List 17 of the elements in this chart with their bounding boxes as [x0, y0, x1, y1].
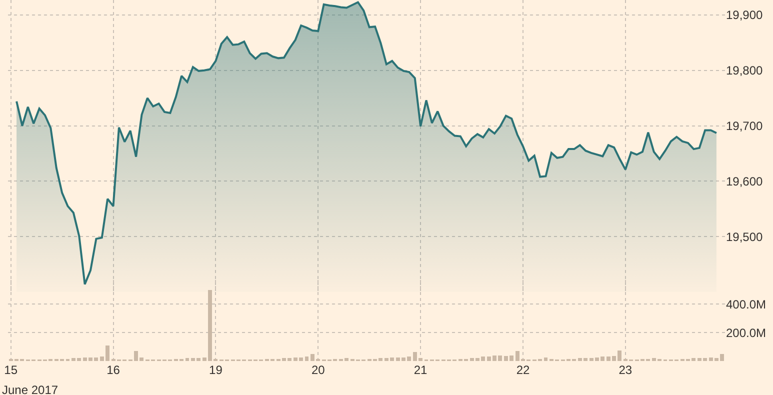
x-tick-label: 15 — [4, 363, 18, 377]
y-tick-label: 19,600 — [726, 174, 764, 188]
x-axis-title: June 2017 — [2, 383, 58, 395]
y-tick-label: 200.0M — [726, 326, 766, 340]
x-tick-label: 23 — [618, 363, 632, 377]
y-tick-label: 19,900 — [726, 8, 764, 22]
x-tick-label: 19 — [209, 363, 223, 377]
y-tick-label: 19,700 — [726, 118, 764, 133]
bar — [185, 358, 190, 361]
y-tick-label: 19,800 — [726, 64, 764, 78]
x-tick-label: 21 — [414, 363, 428, 377]
y-tick-label: 400.0M — [726, 297, 766, 312]
x-tick-label: 16 — [106, 363, 120, 377]
x-tick-label: 20 — [311, 363, 326, 377]
x-tick-label: 22 — [516, 363, 530, 377]
bar — [304, 356, 309, 361]
y-tick-label: 19,500 — [726, 230, 764, 244]
